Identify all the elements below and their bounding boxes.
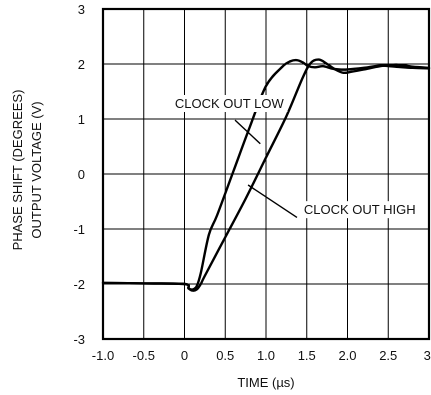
y-tick-label: 2 [78, 57, 85, 72]
clock-out-low-leader [234, 119, 261, 145]
x-tick-label: 2.0 [338, 348, 356, 363]
y-tick-label: 0 [78, 167, 85, 182]
clock-out-high-leader [247, 184, 298, 219]
y-tick-label: -2 [73, 277, 85, 292]
x-tick-label: 0.5 [216, 348, 234, 363]
x-tick-label: 1.0 [257, 348, 275, 363]
series-line-clock-out-low [101, 58, 431, 291]
y-tick-label: -3 [73, 332, 85, 347]
y-tick-label: 1 [78, 112, 85, 127]
x-tick-label: -1.0 [92, 348, 114, 363]
x-tick-label: 1.5 [298, 348, 316, 363]
y-tick-label: -1 [73, 222, 85, 237]
annotation-clock-out-low-background [171, 95, 288, 112]
x-tick-label: 0 [181, 348, 188, 363]
series-lines [101, 58, 431, 292]
annotations: CLOCK OUT LOW CLOCK OUT HIGH [171, 95, 419, 219]
y-tick-label: 3 [78, 2, 85, 17]
x-tick-label: -0.5 [133, 348, 155, 363]
x-axis-title: TIME (µs) [237, 375, 294, 390]
y-axis-title-line-1: PHASE SHIFT (DEGREES) [10, 90, 25, 251]
annotation-clock-out-high-background [300, 201, 419, 219]
tick-labels: -1.0 -0.5 0 0.5 1.0 1.5 2.0 2.5 3. -3 -2 -1 0 1 2 3 [73, 2, 431, 363]
x-tick-label: 3. [424, 348, 431, 363]
grid-lines [102, 8, 430, 340]
annotation-clock-out-high: CLOCK OUT HIGH [304, 202, 416, 217]
x-tick-label: 2.5 [379, 348, 397, 363]
plot-frame [101, 7, 431, 341]
y-axis-title-line-2: OUTPUT VOLTAGE (V) [29, 101, 44, 238]
annotation-clock-out-low: CLOCK OUT LOW [175, 96, 285, 111]
series-line-clock-out-high [101, 58, 431, 292]
